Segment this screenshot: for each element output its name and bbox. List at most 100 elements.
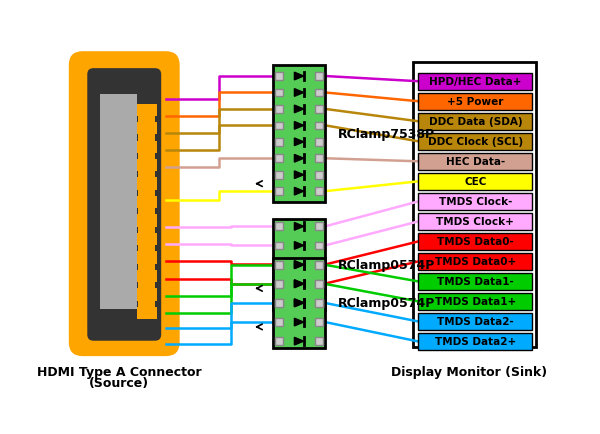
Bar xyxy=(315,188,323,196)
Bar xyxy=(315,280,323,288)
Bar xyxy=(275,261,283,269)
Text: RClamp7538P: RClamp7538P xyxy=(338,128,436,141)
Bar xyxy=(418,74,532,91)
Polygon shape xyxy=(295,280,304,288)
Bar xyxy=(418,154,532,171)
Bar xyxy=(315,338,323,345)
Text: TMDS Clock+: TMDS Clock+ xyxy=(436,217,514,227)
Polygon shape xyxy=(295,89,304,97)
Bar xyxy=(138,261,155,272)
Bar xyxy=(418,233,532,250)
Bar xyxy=(275,73,283,81)
Bar xyxy=(418,253,532,270)
Text: +5 Power: +5 Power xyxy=(447,97,503,107)
Bar xyxy=(138,132,155,143)
Text: TMDS Data1+: TMDS Data1+ xyxy=(435,297,516,307)
Bar xyxy=(418,273,532,290)
Bar xyxy=(275,299,283,307)
Bar xyxy=(418,114,532,131)
Bar xyxy=(137,289,157,301)
Bar xyxy=(137,104,157,117)
Bar xyxy=(418,94,532,111)
Bar xyxy=(315,155,323,163)
Bar xyxy=(138,243,155,253)
FancyBboxPatch shape xyxy=(69,52,179,356)
Bar xyxy=(418,313,532,330)
Bar xyxy=(418,134,532,151)
Bar xyxy=(138,151,155,161)
Polygon shape xyxy=(295,319,304,326)
Bar xyxy=(418,214,532,230)
Bar xyxy=(315,299,323,307)
Polygon shape xyxy=(295,299,304,307)
Text: RClamp0574P: RClamp0574P xyxy=(338,258,436,271)
Text: TMDS Data0+: TMDS Data0+ xyxy=(435,257,516,267)
Text: DDC Data (SDA): DDC Data (SDA) xyxy=(428,117,522,127)
Bar xyxy=(137,197,157,209)
Polygon shape xyxy=(295,122,304,130)
Polygon shape xyxy=(295,299,304,307)
Text: Display Monitor (Sink): Display Monitor (Sink) xyxy=(391,365,547,378)
FancyBboxPatch shape xyxy=(87,69,161,341)
Bar xyxy=(418,194,532,210)
Bar xyxy=(137,141,157,154)
Bar xyxy=(138,279,155,290)
Text: DDC Clock (SCL): DDC Clock (SCL) xyxy=(428,137,523,147)
Bar xyxy=(137,252,157,264)
Bar xyxy=(138,187,155,198)
Text: TMDS Data1-: TMDS Data1- xyxy=(437,277,514,287)
Text: HPD/HEC Data+: HPD/HEC Data+ xyxy=(429,77,521,87)
Bar xyxy=(315,73,323,81)
Bar xyxy=(315,106,323,114)
Bar xyxy=(275,242,283,250)
Bar xyxy=(138,298,155,309)
Bar xyxy=(315,261,323,269)
Text: TMDS Data0-: TMDS Data0- xyxy=(437,237,514,247)
Polygon shape xyxy=(295,106,304,114)
Bar xyxy=(315,299,323,307)
Bar xyxy=(138,114,155,124)
Bar xyxy=(315,280,323,288)
Polygon shape xyxy=(295,155,304,163)
Polygon shape xyxy=(295,261,304,269)
Bar xyxy=(138,169,155,180)
Bar xyxy=(137,178,157,191)
Bar xyxy=(413,63,536,347)
Bar xyxy=(273,66,325,203)
Bar xyxy=(418,174,532,191)
Text: (Source): (Source) xyxy=(89,376,149,389)
Bar xyxy=(275,89,283,97)
Polygon shape xyxy=(295,242,304,250)
Polygon shape xyxy=(295,280,304,288)
Bar xyxy=(275,280,283,288)
Bar xyxy=(137,307,157,319)
Bar xyxy=(315,319,323,326)
Polygon shape xyxy=(295,261,304,269)
Bar xyxy=(275,280,283,288)
Text: TMDS Data2+: TMDS Data2+ xyxy=(435,337,516,347)
Bar xyxy=(418,333,532,350)
Bar xyxy=(315,171,323,179)
Bar xyxy=(275,261,283,269)
Bar xyxy=(315,89,323,97)
Bar xyxy=(137,215,157,227)
Bar xyxy=(275,319,283,326)
Bar xyxy=(275,155,283,163)
Bar xyxy=(138,206,155,217)
Text: CEC: CEC xyxy=(464,177,487,187)
Polygon shape xyxy=(295,338,304,345)
Bar xyxy=(273,258,325,349)
Polygon shape xyxy=(295,223,304,230)
Polygon shape xyxy=(295,138,304,146)
Bar xyxy=(275,188,283,196)
Bar xyxy=(273,220,325,310)
Text: HDMI Type A Connector: HDMI Type A Connector xyxy=(37,365,201,378)
Polygon shape xyxy=(295,171,304,179)
Bar xyxy=(315,223,323,230)
Polygon shape xyxy=(295,188,304,196)
Text: HEC Data-: HEC Data- xyxy=(446,157,505,167)
Bar xyxy=(315,261,323,269)
Bar xyxy=(275,299,283,307)
Bar xyxy=(315,122,323,130)
Bar xyxy=(275,106,283,114)
